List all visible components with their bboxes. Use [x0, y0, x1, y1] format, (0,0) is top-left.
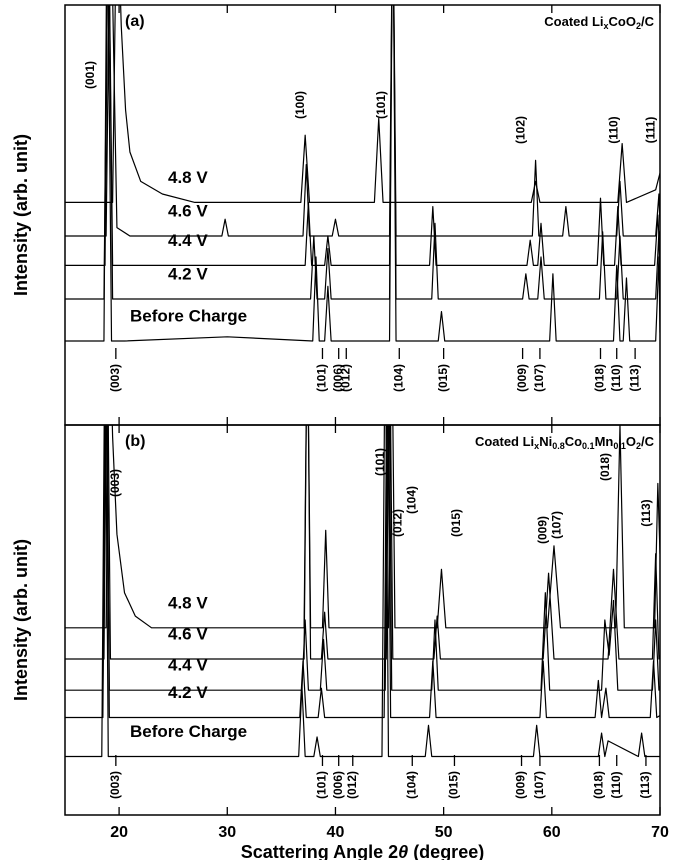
- x-tick-label: 30: [218, 824, 236, 841]
- annotation-part: Mn: [595, 434, 614, 449]
- xrd-trace: [65, 5, 660, 237]
- plot-area: [65, 425, 660, 758]
- trace-label: Before Charge: [130, 722, 247, 741]
- trace-label: 4.2 V: [168, 683, 208, 702]
- reflection-label: (009): [515, 364, 529, 392]
- peak-label: (018): [598, 453, 612, 481]
- annotation-part: 2: [636, 21, 641, 31]
- reflection-label: (006): [331, 771, 345, 799]
- x-tick-label: 60: [543, 824, 561, 841]
- x-tick-label: 20: [110, 824, 128, 841]
- annotation-part: 0.1: [582, 441, 595, 451]
- xrd-trace: [65, 5, 660, 203]
- panel-label: (b): [125, 433, 145, 450]
- xrd-trace: [65, 425, 660, 629]
- xrd-trace: [65, 5, 660, 300]
- reflection-label: (003): [108, 771, 122, 799]
- x-tick-label: 50: [435, 824, 453, 841]
- y-axis-label: Intensity (arb. unit): [11, 539, 31, 701]
- reflection-label: (018): [592, 771, 606, 799]
- xrd-trace: [65, 5, 660, 342]
- annotation-part: 0.8: [552, 441, 565, 451]
- peak-label: (101): [373, 448, 387, 476]
- annotation-part: x: [604, 21, 609, 31]
- reflection-label: (107): [532, 771, 546, 799]
- reflection-label: (012): [338, 364, 352, 392]
- peak-label: (101): [374, 91, 388, 119]
- peak-label: (003): [108, 469, 122, 497]
- trace-label: 4.6 V: [168, 201, 208, 220]
- peak-label: (012): [390, 509, 404, 537]
- x-tick-label: 70: [651, 824, 669, 841]
- reflection-label: (104): [404, 771, 418, 799]
- x-axis-label: Scattering Angle 2θ (degree): [241, 842, 484, 860]
- trace-label: 4.6 V: [168, 624, 208, 643]
- reflection-label: (018): [593, 364, 607, 392]
- trace-label: 4.8 V: [168, 168, 208, 187]
- annotation-part: Coated Li: [475, 434, 534, 449]
- reflection-label: (015): [447, 771, 461, 799]
- peak-label: (001): [83, 61, 97, 89]
- annotation-part: CoO: [609, 14, 636, 29]
- y-axis-label: Intensity (arb. unit): [11, 134, 31, 296]
- annotation-part: /C: [641, 434, 655, 449]
- reflection-label: (012): [345, 771, 359, 799]
- annotation: Coated LixCoO2/C: [544, 14, 654, 31]
- xrd-trace: [65, 425, 660, 691]
- peak-label: (111): [644, 117, 658, 144]
- xrd-trace: [65, 425, 660, 660]
- reflection-label: (015): [436, 364, 450, 392]
- xrd-trace: [65, 5, 660, 266]
- reflection-label: (110): [609, 771, 623, 798]
- panel-frame: [64, 424, 661, 816]
- panel-label: (a): [125, 13, 145, 30]
- annotation-part: Co: [565, 434, 582, 449]
- x-axis-label-part: Scattering Angle 2: [241, 842, 398, 860]
- annotation-part: x: [534, 441, 539, 451]
- reflection-label: (113): [638, 771, 652, 798]
- annotation: Coated LixNi0.8Co0.1Mn0.1O2/C: [475, 434, 655, 451]
- peak-label: (100): [293, 91, 307, 119]
- reflection-label: (006): [331, 364, 345, 392]
- trace-label: Before Charge: [130, 306, 247, 325]
- peak-label: (107): [549, 511, 563, 539]
- reflection-label: (101): [315, 364, 329, 392]
- peak-label: (009): [535, 516, 549, 544]
- annotation-part: O: [626, 434, 636, 449]
- annotation-part: 2: [636, 441, 641, 451]
- peak-label: (110): [607, 116, 621, 143]
- reflection-label: (101): [315, 771, 329, 799]
- peak-label: (102): [514, 116, 528, 144]
- annotation-part: Coated Li: [544, 14, 603, 29]
- trace-label: 4.4 V: [168, 656, 208, 675]
- reflection-label: (113): [627, 364, 641, 391]
- peak-label: (104): [404, 486, 418, 514]
- annotation-part: 0.1: [613, 441, 626, 451]
- x-tick-label: 40: [327, 824, 345, 841]
- annotation-part: /C: [641, 14, 655, 29]
- trace-label: 4.2 V: [168, 264, 208, 283]
- reflection-label: (009): [514, 771, 528, 799]
- xrd-trace: [65, 425, 660, 719]
- plot-area: [65, 5, 660, 342]
- reflection-label: (003): [108, 364, 122, 392]
- x-axis-label-part: θ: [398, 842, 408, 860]
- trace-label: 4.4 V: [168, 231, 208, 250]
- reflection-label: (107): [532, 364, 546, 392]
- annotation-part: Ni: [539, 434, 552, 449]
- reflection-label: (104): [391, 364, 405, 392]
- peak-label: (015): [449, 509, 463, 537]
- xrd-trace: [65, 425, 660, 758]
- panel-frame: [64, 4, 661, 426]
- trace-label: 4.8 V: [168, 593, 208, 612]
- peak-label: (113): [639, 499, 653, 526]
- reflection-label: (110): [609, 364, 623, 391]
- x-axis-label-part: (degree): [408, 842, 484, 860]
